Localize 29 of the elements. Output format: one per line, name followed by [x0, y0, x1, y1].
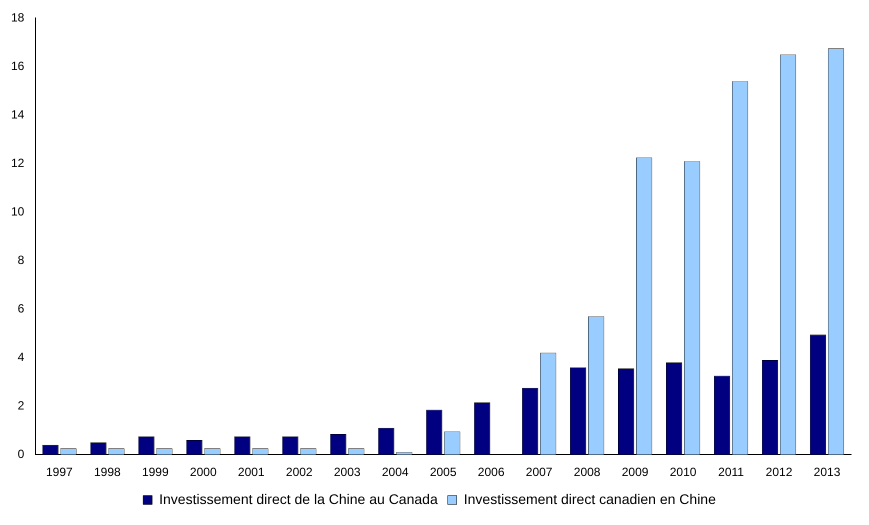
x-tick-label: 2001 [238, 465, 265, 480]
x-tick-label: 2000 [190, 465, 217, 480]
x-tick-label: 2007 [526, 465, 553, 480]
x-tick-label: 2009 [622, 465, 649, 480]
y-tick-label: 8 [18, 252, 25, 267]
y-tick-label: 4 [18, 350, 25, 364]
x-tick-label: 2011 [718, 465, 744, 480]
x-tick-label: 2012 [766, 465, 793, 480]
y-tick-label: 14 [10, 107, 25, 122]
legend-label: Investissement direct canadien en Chine [464, 490, 716, 507]
y-tick-label: 0 [18, 446, 25, 461]
legend-label: Investissement direct de la Chine au Canada [159, 490, 438, 507]
x-tick-label: 2003 [334, 465, 361, 480]
x-tick-label: 2004 [382, 465, 409, 480]
y-tick-label: 10 [10, 204, 25, 218]
x-tick-label: 2002 [286, 465, 313, 480]
x-tick-label: 2006 [478, 465, 505, 480]
x-tick-label: 2008 [574, 465, 601, 480]
y-tick-label: 12 [10, 156, 25, 170]
y-tick-label: 2 [18, 398, 25, 412]
y-tick-label: 18 [10, 10, 25, 25]
x-tick-label: 1997 [46, 465, 74, 480]
x-tick-label: 2013 [814, 465, 841, 480]
x-tick-label: 1998 [94, 465, 121, 480]
y-tick-label: 6 [18, 301, 25, 316]
x-tick-label: 1999 [142, 465, 169, 480]
x-tick-label: 2005 [430, 465, 457, 480]
x-tick-label: 2010 [670, 465, 697, 480]
y-tick-label: 16 [10, 59, 25, 73]
